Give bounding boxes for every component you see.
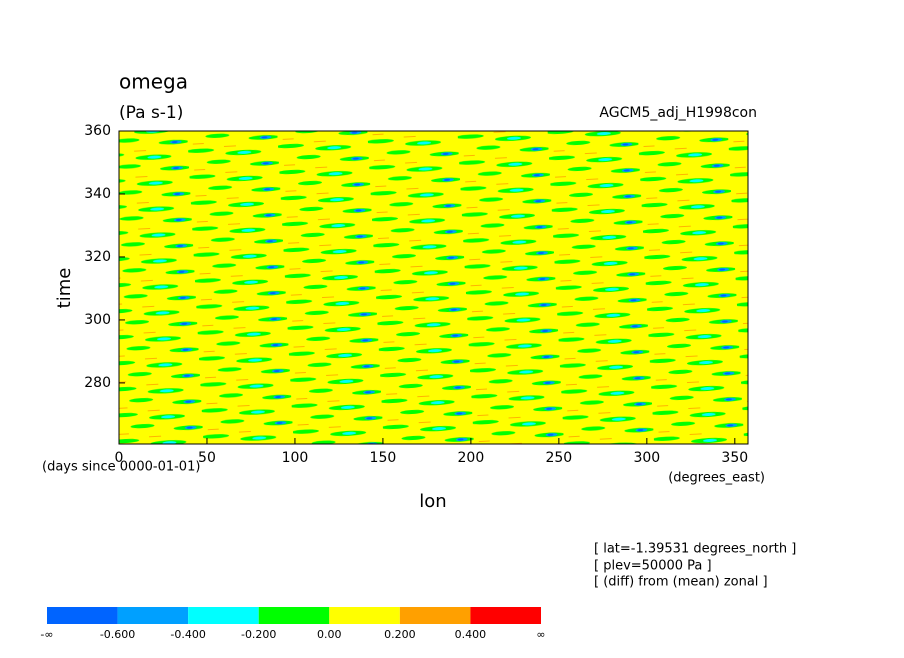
- title: omega: [119, 70, 188, 94]
- run-label: AGCM5_adj_H1998con: [599, 105, 757, 121]
- x-tick-label: 150: [370, 450, 397, 466]
- colorbar-label: -0.600: [100, 628, 135, 641]
- x-tick-label: 350: [721, 450, 748, 466]
- x-units: (degrees_east): [668, 471, 765, 486]
- colorbar-label: 0.400: [455, 628, 487, 641]
- x-tick-label: 50: [198, 450, 216, 466]
- y-tick-label: 300: [84, 312, 111, 328]
- colorbar-label: -0.200: [241, 628, 276, 641]
- x-tick-label: 300: [633, 450, 660, 466]
- y-units: (days since 0000-01-01): [42, 460, 200, 475]
- y-tick-label: 280: [84, 375, 111, 391]
- note: [ lat=-1.39531 degrees_north ]: [594, 542, 796, 557]
- y-tick-label: 360: [84, 123, 111, 139]
- x-label: lon: [419, 491, 446, 512]
- colorbar-box: [399, 607, 471, 624]
- colorbar-box: [117, 607, 189, 624]
- colorbar-box: [329, 607, 400, 624]
- y-label: time: [54, 268, 75, 309]
- subtitle: (Pa s-1): [119, 103, 183, 123]
- colorbar-label: 0.200: [384, 628, 416, 641]
- colorbar-box: [258, 607, 330, 624]
- colorbar-label: 0.00: [317, 628, 342, 641]
- x-tick-label: 200: [458, 450, 485, 466]
- note: [ (diff) from (mean) zonal ]: [594, 575, 768, 590]
- field-area: [118, 130, 749, 445]
- y-tick-label: 320: [84, 249, 111, 265]
- note: [ plev=50000 Pa ]: [594, 559, 712, 574]
- colorbar-box: [188, 607, 259, 624]
- colorbar-label: -0.400: [170, 628, 205, 641]
- y-tick-label: 340: [84, 186, 111, 202]
- colorbar-box: [47, 607, 118, 624]
- x-tick-label: 100: [282, 450, 309, 466]
- x-tick-label: 250: [545, 450, 572, 466]
- colorbar-label: ∞: [536, 628, 545, 641]
- colorbar-label: -∞: [40, 628, 53, 641]
- x-tick-label: 0: [115, 450, 124, 466]
- colorbar-box: [470, 607, 541, 624]
